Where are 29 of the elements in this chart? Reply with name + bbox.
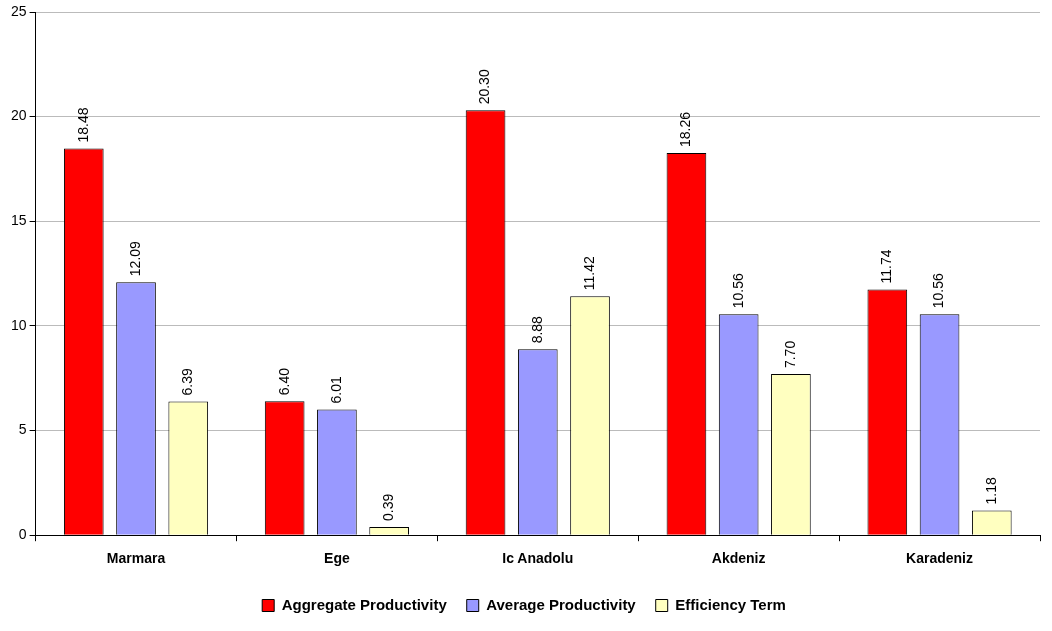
legend-label: Efficiency Term <box>675 595 786 613</box>
y-tick-label: 10 <box>10 316 27 333</box>
y-tick-label: 20 <box>10 107 27 124</box>
data-label: 6.40 <box>275 367 292 396</box>
data-label: 11.74 <box>878 249 895 284</box>
data-label: 10.56 <box>930 272 947 309</box>
y-tick-label: 0 <box>18 526 27 543</box>
data-label: 18.26 <box>677 111 694 148</box>
data-label: 8.88 <box>528 315 545 344</box>
x-tick-label: Marmara <box>106 550 166 567</box>
legend-label: Average Productivity <box>486 595 637 613</box>
x-tick-label: Ege <box>324 550 350 567</box>
legend-label: Aggregate Productivity <box>281 595 448 613</box>
x-tick-label: Akdeniz <box>711 550 766 567</box>
data-label: 0.39 <box>379 493 396 522</box>
x-tick-label: Karadeniz <box>906 550 974 567</box>
y-tick-label: 5 <box>18 421 27 438</box>
data-label: 12.09 <box>126 240 143 277</box>
y-tick-label: 25 <box>10 2 27 19</box>
data-label: 10.56 <box>729 272 746 309</box>
data-label: 6.39 <box>179 368 196 396</box>
y-tick-label: 15 <box>10 212 27 229</box>
data-label: 1.18 <box>982 477 999 505</box>
data-label: 7.70 <box>781 340 798 369</box>
x-tick-label: Ic Anadolu <box>502 550 574 567</box>
data-label: 6.01 <box>327 375 344 404</box>
data-label: 18.48 <box>74 107 91 143</box>
data-label: 11.42 <box>580 255 597 291</box>
data-label: 20.30 <box>476 69 493 105</box>
